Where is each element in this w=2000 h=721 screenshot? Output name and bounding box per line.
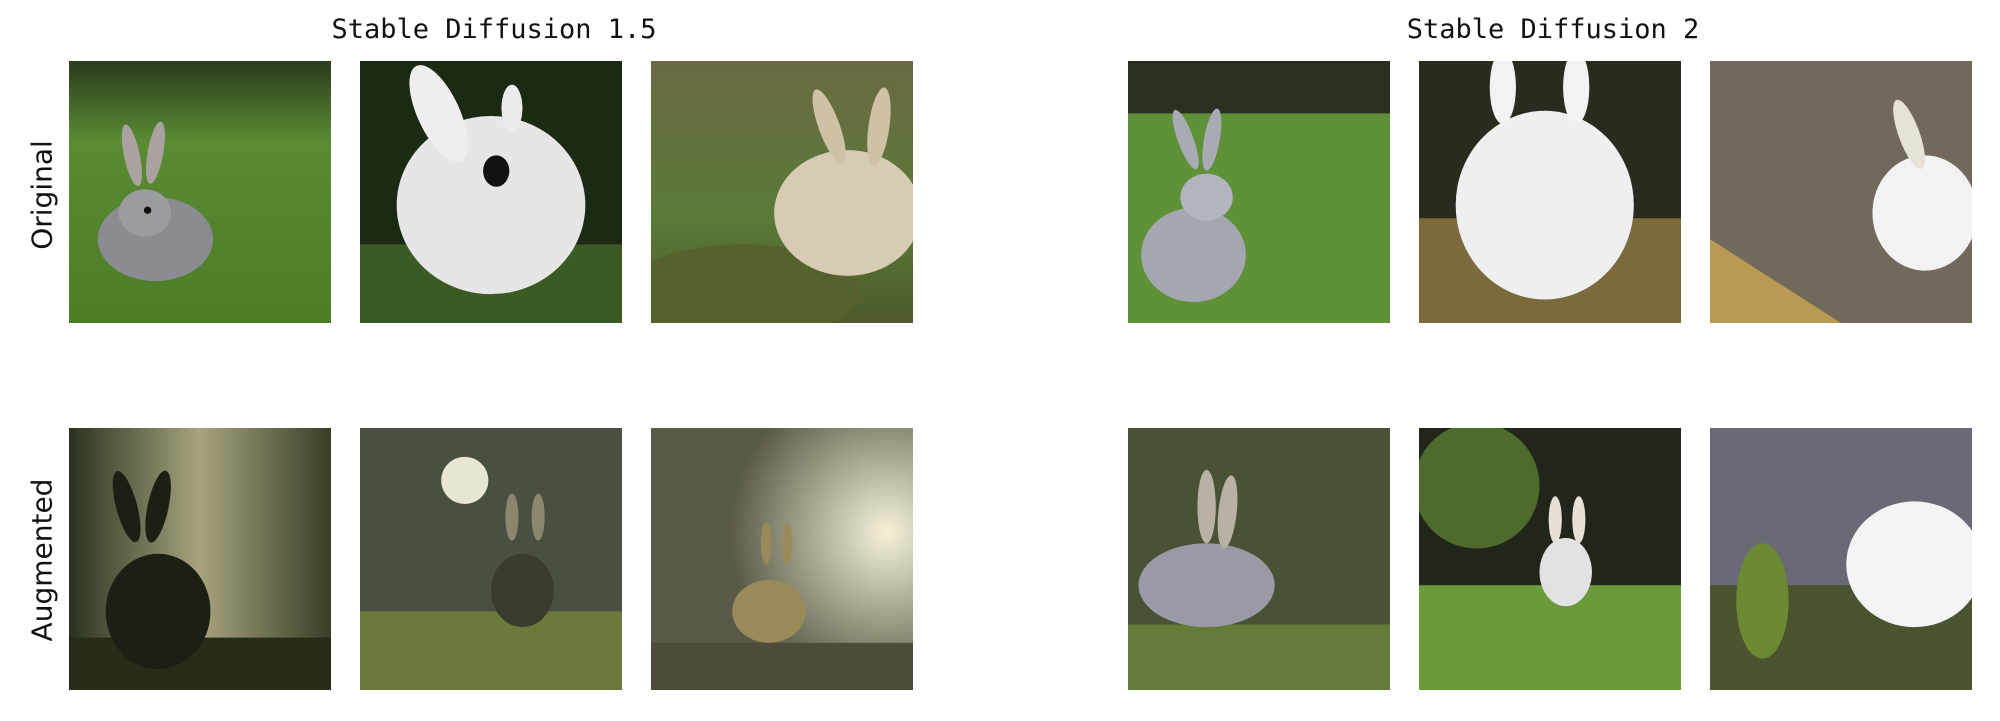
image-sd15-original-1 <box>69 61 331 323</box>
image-sd15-augmented-3 <box>651 428 913 690</box>
panel-title-sd2: Stable Diffusion 2 <box>1406 14 1700 45</box>
row-label-original: Original <box>25 140 59 250</box>
image-sd2-original-1 <box>1128 61 1390 323</box>
image-sd15-original-3 <box>651 61 913 323</box>
image-sd2-original-3 <box>1710 61 1972 323</box>
image-sd2-augmented-2 <box>1419 428 1681 690</box>
image-sd2-augmented-3 <box>1710 428 1972 690</box>
panel-title-sd15: Stable Diffusion 1.5 <box>331 14 657 45</box>
image-sd15-augmented-1 <box>69 428 331 690</box>
row-label-augmented: Augmented <box>25 478 59 642</box>
image-sd2-original-2 <box>1419 61 1681 323</box>
image-sd15-original-2 <box>360 61 622 323</box>
image-sd2-augmented-1 <box>1128 428 1390 690</box>
image-sd15-augmented-2 <box>360 428 622 690</box>
